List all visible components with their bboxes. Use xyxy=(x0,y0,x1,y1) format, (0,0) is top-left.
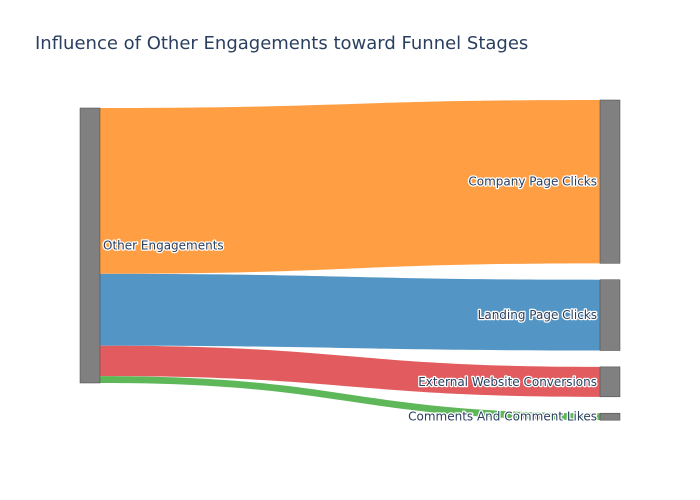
nodes: Other Engagements Company Page Clicks Land… xyxy=(79,99,621,425)
node-label-company-page-clicks: Company Page Clicks xyxy=(468,175,597,189)
node-landing-page-clicks[interactable] xyxy=(599,279,621,351)
links xyxy=(100,100,600,420)
link-external-website-conversions[interactable] xyxy=(100,345,600,397)
link-comments-and-comment-likes[interactable] xyxy=(100,376,600,420)
link-company-page-clicks[interactable] xyxy=(100,100,600,274)
node-label-landing-page-clicks: Landing Page Clicks xyxy=(478,308,597,322)
node-label-other-engagements: Other Engagements xyxy=(103,239,224,253)
node-label-comments-and-comment-likes: Comments And Comment Likes xyxy=(408,410,597,424)
node-external-website-conversions[interactable] xyxy=(599,366,621,398)
link-landing-page-clicks[interactable] xyxy=(100,273,600,351)
node-company-page-clicks[interactable] xyxy=(599,99,621,264)
node-other-engagements[interactable] xyxy=(79,107,101,384)
node-comments-and-comment-likes[interactable] xyxy=(599,412,621,421)
node-label-external-website-conversions: External Website Conversions xyxy=(418,375,597,389)
chart-title: Influence of Other Engagements toward Fu… xyxy=(35,33,529,54)
